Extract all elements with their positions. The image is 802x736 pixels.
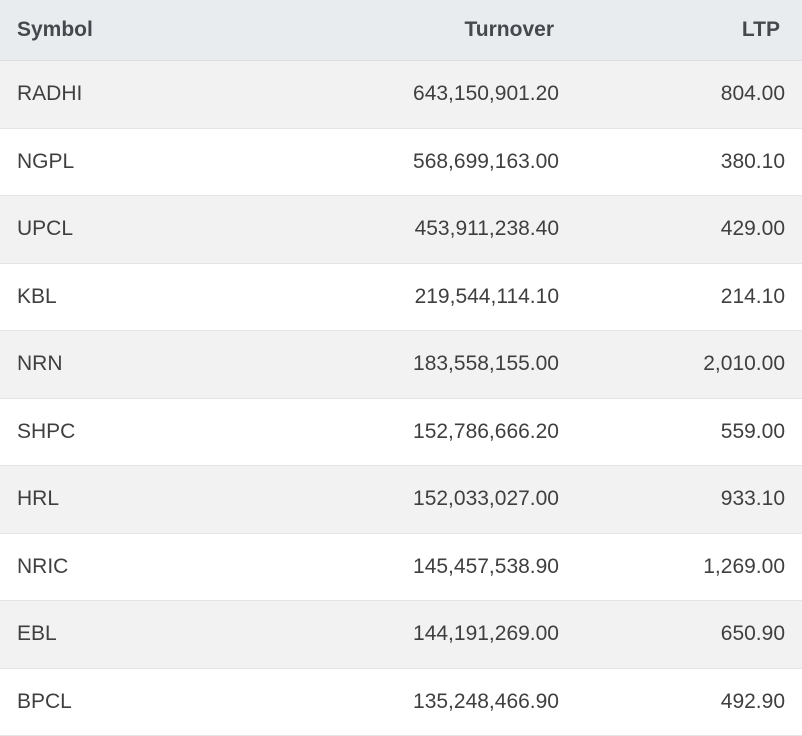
symbol-cell: BPCL <box>17 689 72 713</box>
ltp-cell: 429.00 <box>720 217 785 241</box>
symbol-cell: SHPC <box>17 419 76 443</box>
turnover-cell: 219,544,114.10 <box>414 284 559 308</box>
turnover-cell: 643,150,901.20 <box>413 82 559 106</box>
table-row[interactable]: NRN 183,558,155.00 2,010.00 <box>0 331 802 399</box>
column-header-symbol[interactable]: Symbol <box>17 18 93 41</box>
turnover-cell: 183,558,155.00 <box>413 352 559 376</box>
symbol-cell: HRL <box>17 487 60 511</box>
ltp-cell: 804.00 <box>720 82 785 106</box>
turnover-cell: 152,033,027.00 <box>413 487 559 511</box>
column-header-ltp[interactable]: LTP <box>741 18 780 41</box>
ltp-cell: 2,010.00 <box>703 352 785 376</box>
table-row[interactable]: KBL 219,544,114.10 214.10 <box>0 263 802 331</box>
table-row[interactable]: NRIC 145,457,538.90 1,269.00 <box>0 533 802 601</box>
turnover-cell: 568,699,163.00 <box>413 149 559 173</box>
table-row[interactable]: BPCL 135,248,466.90 492.90 <box>0 668 802 736</box>
symbol-cell: NRIC <box>17 554 69 578</box>
turnover-cell: 145,457,538.90 <box>413 554 559 578</box>
table-row[interactable]: NGPL 568,699,163.00 380.10 <box>0 128 802 196</box>
ltp-cell: 933.10 <box>720 487 785 511</box>
symbol-cell: NRN <box>17 352 63 376</box>
symbol-cell: UPCL <box>17 217 74 241</box>
ltp-cell: 650.90 <box>720 622 785 646</box>
ltp-cell: 214.10 <box>720 284 785 308</box>
table-row[interactable]: RADHI 643,150,901.20 804.00 <box>0 61 802 129</box>
table-row[interactable]: EBL 144,191,269.00 650.90 <box>0 601 802 669</box>
turnover-cell: 144,191,269.00 <box>413 622 559 646</box>
table-row[interactable]: HRL 152,033,027.00 933.10 <box>0 466 802 534</box>
symbol-cell: RADHI <box>17 82 83 106</box>
column-header-turnover[interactable]: Turnover <box>464 18 554 41</box>
ltp-cell: 492.90 <box>720 689 785 713</box>
turnover-cell: 135,248,466.90 <box>413 689 559 713</box>
symbol-cell: NGPL <box>17 149 75 173</box>
ltp-cell: 559.00 <box>720 419 785 443</box>
turnover-cell: 152,786,666.20 <box>413 419 559 443</box>
table-row[interactable]: SHPC 152,786,666.20 559.00 <box>0 398 802 466</box>
table-header: Symbol Turnover LTP <box>0 0 802 61</box>
symbol-cell: KBL <box>17 284 57 308</box>
ltp-cell: 380.10 <box>720 149 785 173</box>
table-row[interactable]: UPCL 453,911,238.40 429.00 <box>0 196 802 264</box>
ltp-cell: 1,269.00 <box>703 554 785 578</box>
turnover-cell: 453,911,238.40 <box>414 217 559 241</box>
symbol-cell: EBL <box>17 622 57 646</box>
